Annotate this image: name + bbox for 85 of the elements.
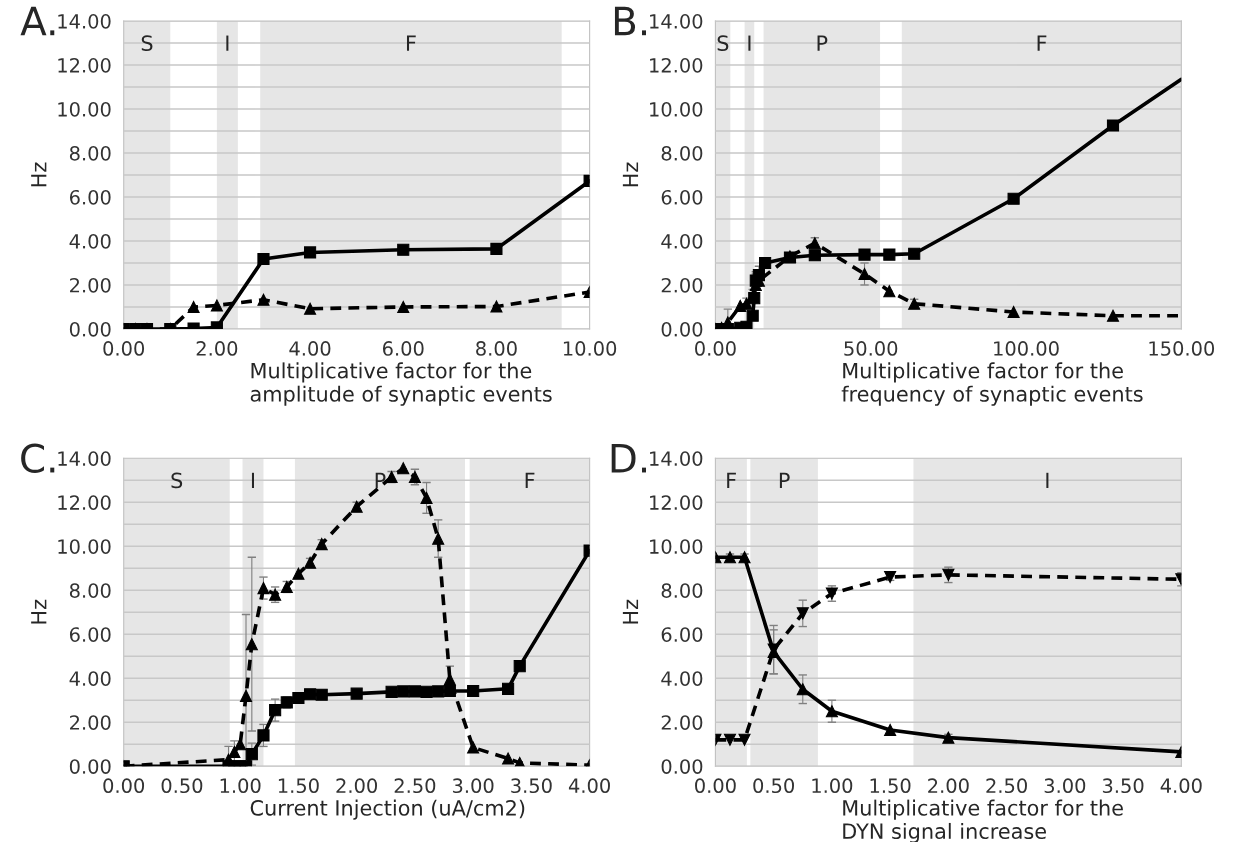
y-tick-label: 12.00 (650, 495, 703, 510)
x-tick-label: 1.50 (278, 778, 319, 794)
y-tick-label: 12.00 (58, 57, 111, 73)
y-tick-label: 10.00 (650, 101, 703, 117)
band-label: P (779, 472, 790, 488)
y-tick-label: 2.00 (661, 277, 703, 293)
y-tick-label: 10.00 (58, 101, 111, 117)
y-tick-label: 2.00 (70, 277, 111, 293)
y-tick-label: 6.00 (661, 189, 703, 205)
x-tick-label: 3.00 (1044, 778, 1086, 794)
x-tick-label: 4.00 (289, 341, 331, 356)
y-tick-label: 12.00 (58, 495, 111, 510)
x-tick-label: 2.00 (196, 341, 238, 356)
y-tick-label: 2.00 (661, 715, 703, 730)
x-tick-label: 2.00 (928, 778, 969, 794)
y-tick-label: 14.00 (58, 451, 111, 466)
x-tick-label: 0.00 (103, 778, 145, 794)
y-tick-label: 14.00 (650, 451, 703, 466)
band-label: I (226, 35, 229, 51)
x-tick-label: 3.50 (511, 778, 552, 794)
x-tick-label: 0.50 (753, 778, 795, 794)
band-label: F (1037, 35, 1047, 51)
band-label: I (251, 472, 255, 488)
y-tick-label: 8.00 (661, 145, 703, 161)
x-tick-label: 150.00 (1149, 341, 1215, 356)
x-tick-label: 3.00 (452, 778, 494, 794)
y-axis-title: Hz (622, 599, 639, 624)
y-tick-label: 12.00 (650, 57, 703, 73)
y-axis-title: Hz (31, 599, 47, 624)
band-label: S (717, 35, 729, 52)
band-label: P (375, 472, 386, 488)
x-tick-label: 1.50 (870, 778, 911, 794)
x-tick-label: 3.50 (1102, 778, 1144, 794)
y-tick-label: 0.00 (69, 321, 111, 337)
band-label: F (525, 472, 535, 488)
y-tick-label: 4.00 (69, 671, 111, 686)
x-axis-title: Multiplicative factor for the amplitude of synaptic events (250, 362, 552, 406)
x-tick-label: 100.00 (994, 341, 1059, 356)
y-tick-label: 10.00 (58, 539, 111, 554)
band-label: I (748, 35, 751, 51)
x-tick-label: 8.00 (476, 341, 517, 356)
y-tick-label: 14.00 (650, 14, 703, 29)
y-tick-label: 8.00 (69, 145, 111, 161)
y-tick-label: 2.00 (70, 715, 111, 730)
chart-title: D. (611, 444, 646, 473)
x-axis-title: Multiplicative factor for the frequency of synaptic events (841, 362, 1143, 406)
x-tick-label: 0.00 (695, 778, 736, 794)
y-tick-label: 8.00 (661, 583, 703, 598)
band-label: F (406, 35, 416, 51)
y-tick-label: 6.00 (69, 189, 111, 205)
band-label: S (171, 472, 183, 489)
y-tick-label: 6.00 (69, 627, 111, 642)
y-tick-label: 6.00 (661, 627, 703, 642)
x-tick-label: 6.00 (382, 341, 424, 356)
chart-title: A. (20, 6, 55, 36)
x-tick-label: 2.50 (394, 778, 436, 794)
x-tick-label: 4.00 (568, 778, 610, 794)
x-tick-label: 2.00 (336, 778, 378, 794)
band-label: I (1046, 472, 1049, 488)
band-label: P (817, 35, 828, 51)
chart-title: B. (614, 6, 646, 36)
y-axis-title: Hz (31, 162, 47, 187)
y-axis-title: Hz (622, 162, 639, 187)
x-axis-title: Current Injection (uA/cm2) (250, 799, 525, 820)
y-tick-label: 10.00 (650, 539, 703, 554)
x-tick-label: 0.50 (161, 778, 203, 794)
chart-title: C. (21, 443, 55, 473)
y-tick-label: 4.00 (661, 671, 703, 686)
x-tick-label: 4.00 (1160, 778, 1202, 794)
y-tick-label: 4.00 (661, 233, 703, 249)
y-tick-label: 8.00 (69, 583, 111, 598)
x-tick-label: 0.00 (695, 341, 736, 356)
x-tick-label: 2.50 (986, 778, 1027, 794)
x-tick-label: 1.00 (220, 778, 261, 794)
band-label: F (727, 472, 736, 488)
x-tick-label: 1.00 (812, 778, 853, 794)
band-label: S (141, 35, 153, 52)
y-tick-label: 0.00 (661, 321, 703, 337)
x-tick-label: 0.00 (103, 341, 145, 356)
y-tick-label: 14.00 (58, 14, 111, 29)
y-tick-label: 0.00 (661, 759, 703, 774)
y-tick-label: 0.00 (69, 759, 111, 774)
y-tick-label: 4.00 (69, 233, 111, 249)
x-tick-label: 10.00 (563, 341, 617, 356)
x-tick-label: 50.00 (844, 341, 898, 356)
